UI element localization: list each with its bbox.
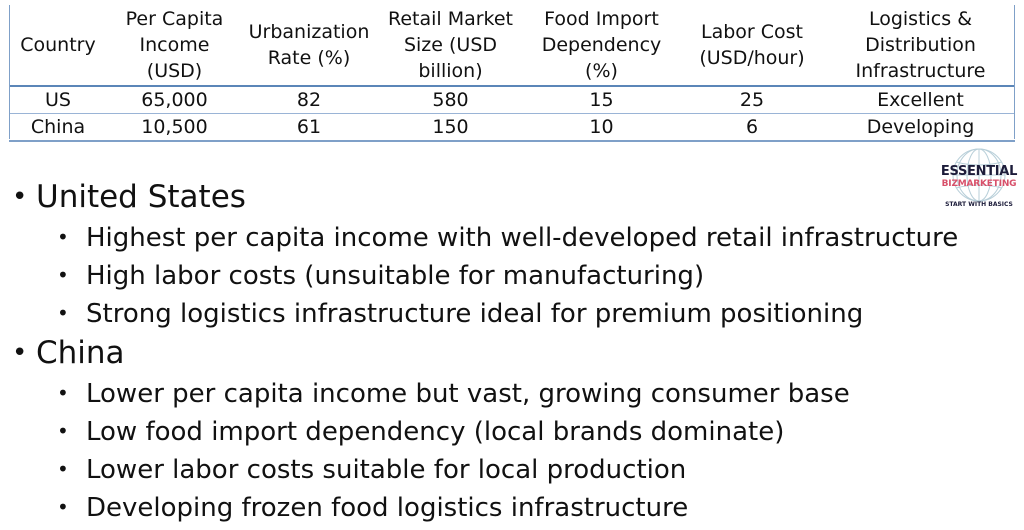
table-cell: 65,000 xyxy=(107,86,242,114)
bullet-dot: • xyxy=(57,457,69,481)
bullet-united-states: • United States xyxy=(0,176,1024,218)
table-cell: 10 xyxy=(525,113,678,142)
table-cell: 150 xyxy=(376,113,525,142)
header-labor-cost: Labor Cost (USD/hour) xyxy=(678,5,826,87)
header-country: Country xyxy=(9,5,107,87)
bullet-china: • China xyxy=(0,332,1024,374)
logo-line-2: BIZMARKETING xyxy=(941,179,1017,189)
table-cell: China xyxy=(9,113,107,142)
sub-bullet-text: Lower per capita income but vast, growin… xyxy=(86,379,850,409)
sub-bullet-text: Strong logistics infrastructure ideal fo… xyxy=(86,299,864,329)
table-cell: 61 xyxy=(242,113,376,142)
bullet-dot: • xyxy=(12,338,28,368)
table-cell: 10,500 xyxy=(107,113,242,142)
header-urbanization-rate: Urbanization Rate (%) xyxy=(242,5,376,87)
table-cell: 580 xyxy=(376,86,525,114)
table-row: China 10,500 61 150 10 6 Developing xyxy=(9,113,1015,142)
bullet-dot: • xyxy=(57,225,69,249)
header-retail-market-size: Retail Market Size (USD billion) xyxy=(376,5,525,87)
header-per-capita-income: Per Capita Income (USD) xyxy=(107,5,242,87)
bullet-title: China xyxy=(36,335,125,371)
table-cell: 6 xyxy=(678,113,826,142)
table-row: US 65,000 82 580 15 25 Excellent xyxy=(9,86,1015,114)
bullet-dot: • xyxy=(57,381,69,405)
sub-bullet: • High labor costs (unsuitable for manuf… xyxy=(0,256,1024,294)
sub-bullet-text: Highest per capita income with well-deve… xyxy=(86,223,959,253)
bullet-dot: • xyxy=(57,495,69,519)
header-logistics-infrastructure: Logistics & Distribution Infrastructure xyxy=(826,5,1015,87)
sub-bullet: • Lower per capita income but vast, grow… xyxy=(0,374,1024,412)
table-cell: US xyxy=(9,86,107,114)
sub-bullet: • Strong logistics infrastructure ideal … xyxy=(0,294,1024,332)
bullet-dot: • xyxy=(57,419,69,443)
sub-bullet: • Lower labor costs suitable for local p… xyxy=(0,450,1024,488)
logo-tagline: START WITH BASICS xyxy=(945,201,1013,208)
sub-bullet-text: Low food import dependency (local brands… xyxy=(86,417,785,447)
logo-line-1: ESSENTIAL xyxy=(940,164,1018,179)
header-food-import-dependency: Food Import Dependency (%) xyxy=(525,5,678,87)
comparison-table: Country Per Capita Income (USD) Urbaniza… xyxy=(9,5,1015,142)
table-cell: Excellent xyxy=(826,86,1015,114)
table-cell: 15 xyxy=(525,86,678,114)
bullet-title: United States xyxy=(36,179,246,215)
brand-logo: ESSENTIAL BIZMARKETING START WITH BASICS xyxy=(938,146,1020,212)
table-cell: 82 xyxy=(242,86,376,114)
globe-icon xyxy=(952,148,1006,202)
sub-bullet-text: Lower labor costs suitable for local pro… xyxy=(86,455,687,485)
sub-bullet: • Developing frozen food logistics infra… xyxy=(0,488,1024,526)
sub-bullet-text: High labor costs (unsuitable for manufac… xyxy=(86,261,705,291)
table-cell: Developing xyxy=(826,113,1015,142)
table-cell: 25 xyxy=(678,86,826,114)
bullet-dot: • xyxy=(57,301,69,325)
bullet-dot: • xyxy=(57,263,69,287)
sub-bullet: • Low food import dependency (local bran… xyxy=(0,412,1024,450)
sub-bullet-text: Developing frozen food logistics infrast… xyxy=(86,493,689,523)
bullet-list: • United States • Highest per capita inc… xyxy=(0,176,1024,526)
bullet-dot: • xyxy=(12,182,28,212)
table-header-row: Country Per Capita Income (USD) Urbaniza… xyxy=(9,5,1015,87)
sub-bullet: • Highest per capita income with well-de… xyxy=(0,218,1024,256)
